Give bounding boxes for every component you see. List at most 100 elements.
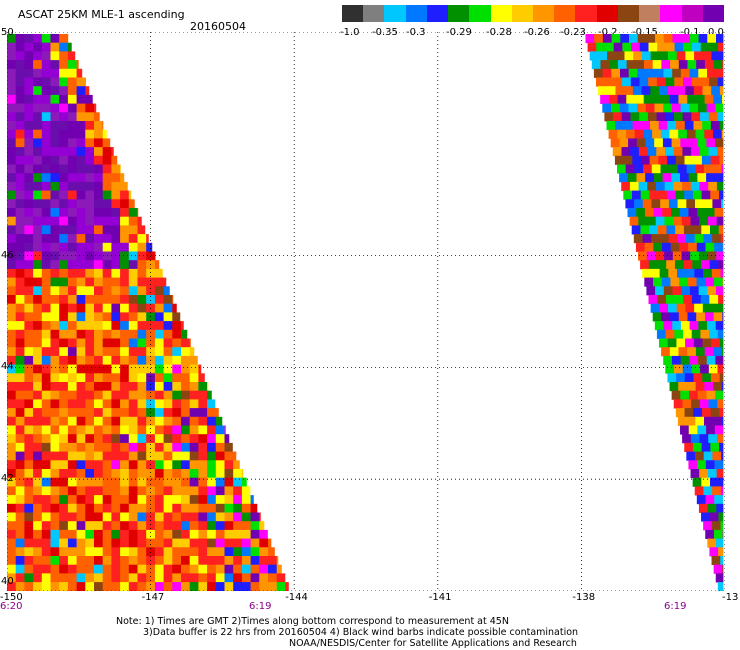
wind-cell	[154, 312, 164, 322]
wind-cell	[59, 547, 69, 557]
wind-cell	[146, 321, 156, 331]
wind-cell	[146, 582, 156, 591]
wind-cell	[198, 442, 208, 452]
wind-cell	[651, 234, 661, 244]
wind-cell	[102, 408, 112, 418]
wind-cell	[704, 60, 714, 70]
wind-cell	[669, 129, 679, 139]
wind-cell	[94, 147, 104, 157]
wind-cell	[24, 94, 34, 104]
wind-cell	[667, 51, 678, 61]
wind-cell	[668, 199, 679, 209]
wind-cell	[629, 181, 640, 191]
wind-cell	[67, 60, 77, 70]
wind-cell	[137, 521, 147, 531]
wind-cell	[717, 399, 724, 409]
wind-cell	[94, 434, 104, 444]
wind-cell	[189, 373, 199, 383]
wind-cell	[696, 60, 706, 70]
wind-cell	[678, 94, 688, 104]
wind-cell	[163, 451, 173, 461]
wind-cell	[7, 329, 17, 339]
wind-cell	[120, 564, 130, 574]
wind-cell	[189, 512, 199, 522]
wind-cell	[59, 268, 69, 278]
wind-cell	[189, 442, 199, 452]
wind-cell	[76, 321, 86, 331]
wind-cell	[41, 303, 51, 313]
wind-cell	[646, 251, 656, 261]
wind-cell	[241, 564, 251, 574]
wind-cell	[710, 225, 720, 235]
wind-cell	[163, 521, 173, 531]
wind-cell	[41, 477, 51, 487]
wind-cell	[696, 312, 706, 322]
wind-cell	[111, 173, 121, 183]
wind-cell	[7, 573, 17, 583]
wind-cell	[102, 451, 112, 461]
wind-cell	[172, 529, 182, 539]
wind-cell	[120, 216, 130, 226]
wind-cell	[198, 399, 208, 409]
wind-cell	[163, 312, 173, 322]
wind-cell	[41, 147, 51, 157]
wind-cell	[120, 347, 130, 357]
wind-cell	[59, 216, 69, 226]
wind-cell	[709, 547, 719, 557]
wind-cell	[224, 547, 234, 557]
wind-cell	[15, 216, 25, 226]
wind-cell	[137, 390, 147, 400]
wind-cell	[85, 529, 95, 539]
wind-cell	[24, 164, 34, 174]
wind-cell	[625, 129, 636, 139]
wind-cell	[598, 86, 608, 96]
wind-cell	[15, 460, 25, 470]
wind-cell	[224, 469, 234, 479]
wind-cell	[128, 390, 138, 400]
wind-cell	[33, 312, 43, 322]
wind-cell	[215, 582, 225, 591]
wind-cell	[711, 521, 721, 531]
wind-cell	[137, 347, 147, 357]
wind-cell	[715, 138, 724, 148]
wind-cell	[198, 390, 208, 400]
colorbar-swatch	[575, 5, 597, 22]
wind-cell	[712, 234, 722, 244]
wind-cell	[154, 321, 164, 331]
wind-cell	[67, 164, 77, 174]
wind-cell	[189, 347, 195, 357]
wind-cell	[59, 286, 69, 296]
wind-cell	[698, 68, 708, 78]
wind-cell	[67, 208, 77, 218]
wind-cell	[215, 529, 225, 539]
wind-cell	[711, 51, 721, 61]
wind-cell	[41, 521, 51, 531]
wind-cell	[59, 199, 69, 209]
wind-cell	[207, 529, 217, 539]
wind-cell	[59, 208, 69, 218]
wind-cell	[41, 503, 51, 513]
wind-cell	[689, 286, 700, 296]
wind-cell	[207, 460, 217, 470]
wind-cell	[7, 129, 17, 139]
wind-cell	[50, 277, 60, 287]
wind-cell	[59, 451, 69, 461]
wind-cell	[172, 442, 182, 452]
wind-cell	[59, 495, 69, 505]
wind-cell	[137, 442, 147, 452]
wind-cell	[7, 434, 17, 444]
wind-cell	[102, 147, 112, 157]
wind-cell	[24, 434, 34, 444]
wind-cell	[676, 51, 686, 61]
wind-cell	[15, 547, 25, 557]
wind-cell	[622, 42, 632, 52]
wind-cell	[706, 390, 716, 400]
wind-cell	[85, 373, 95, 383]
wind-cell	[685, 338, 695, 348]
wind-cell	[172, 416, 182, 426]
wind-cell	[641, 86, 651, 96]
wind-cell	[602, 34, 612, 44]
wind-cell	[41, 512, 51, 522]
wind-cell	[15, 268, 25, 278]
wind-cell	[111, 469, 121, 479]
